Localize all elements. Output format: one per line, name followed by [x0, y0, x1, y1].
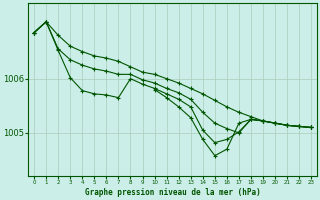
X-axis label: Graphe pression niveau de la mer (hPa): Graphe pression niveau de la mer (hPa)	[85, 188, 260, 197]
